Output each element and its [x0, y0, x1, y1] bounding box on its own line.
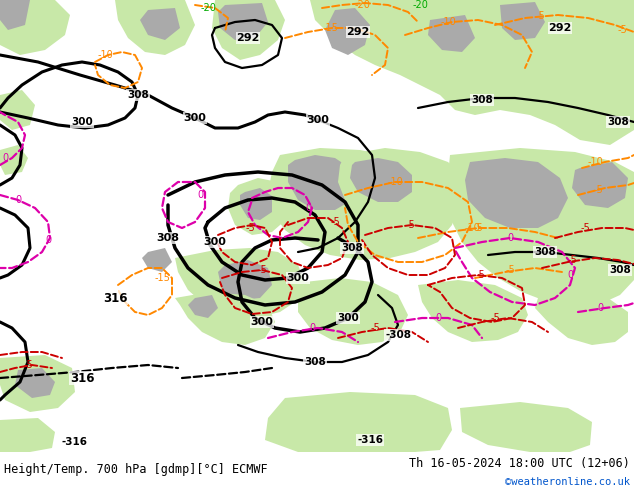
Polygon shape — [428, 15, 475, 52]
Text: 0: 0 — [197, 190, 203, 200]
Text: ©weatheronline.co.uk: ©weatheronline.co.uk — [505, 477, 630, 488]
Polygon shape — [0, 0, 70, 55]
Text: -20: -20 — [354, 0, 370, 10]
Text: 308: 308 — [534, 247, 556, 257]
Text: 308: 308 — [127, 90, 149, 100]
Text: -15: -15 — [154, 273, 170, 283]
Text: 292: 292 — [346, 27, 370, 37]
Polygon shape — [175, 248, 305, 318]
Text: -5: -5 — [505, 265, 515, 275]
Text: 300: 300 — [337, 313, 359, 323]
Polygon shape — [240, 188, 272, 220]
Text: 300: 300 — [287, 273, 309, 283]
Polygon shape — [325, 8, 370, 55]
Polygon shape — [175, 292, 275, 345]
Text: 316: 316 — [70, 371, 94, 385]
Text: 292: 292 — [236, 33, 260, 43]
Polygon shape — [188, 295, 218, 318]
Text: -10: -10 — [587, 157, 603, 167]
Text: -5: -5 — [490, 313, 500, 323]
Bar — [0, 452, 634, 490]
Text: -5: -5 — [580, 223, 590, 233]
Text: 0: 0 — [435, 313, 441, 323]
Polygon shape — [212, 0, 285, 60]
Text: 308: 308 — [607, 117, 629, 127]
Polygon shape — [0, 0, 30, 30]
Polygon shape — [465, 158, 568, 228]
Polygon shape — [500, 2, 545, 40]
Text: 292: 292 — [548, 23, 572, 33]
Polygon shape — [0, 418, 55, 452]
Text: -5: -5 — [405, 220, 415, 230]
Text: -5: -5 — [567, 255, 577, 265]
Text: 0: 0 — [15, 195, 21, 205]
Polygon shape — [115, 0, 195, 55]
Polygon shape — [0, 90, 35, 130]
Text: 0: 0 — [507, 233, 513, 243]
Text: 300: 300 — [250, 317, 273, 327]
Polygon shape — [218, 3, 268, 40]
Polygon shape — [372, 158, 422, 200]
Text: 0: 0 — [2, 153, 8, 163]
Text: Height/Temp. 700 hPa [gdmp][°C] ECMWF: Height/Temp. 700 hPa [gdmp][°C] ECMWF — [4, 463, 268, 476]
Polygon shape — [572, 162, 628, 208]
Text: -10: -10 — [97, 50, 113, 60]
Polygon shape — [338, 148, 468, 228]
Text: 300: 300 — [184, 113, 207, 123]
Text: 308: 308 — [609, 265, 631, 275]
Text: -20: -20 — [412, 0, 428, 10]
Text: -5: -5 — [245, 223, 255, 233]
Polygon shape — [0, 355, 75, 412]
Polygon shape — [140, 8, 180, 40]
Polygon shape — [310, 0, 634, 145]
Polygon shape — [228, 178, 290, 235]
Text: -5: -5 — [473, 223, 483, 233]
Text: 0: 0 — [45, 235, 51, 245]
Polygon shape — [350, 158, 412, 202]
Polygon shape — [298, 278, 408, 345]
Polygon shape — [268, 148, 458, 260]
Text: -10: -10 — [464, 223, 480, 233]
Text: 0: 0 — [309, 323, 315, 333]
Text: 0: 0 — [567, 270, 573, 280]
Text: 308: 308 — [304, 357, 326, 367]
Text: 308: 308 — [471, 95, 493, 105]
Text: -316: -316 — [62, 437, 88, 447]
Polygon shape — [0, 145, 28, 175]
Text: 0: 0 — [305, 203, 311, 213]
Polygon shape — [218, 260, 272, 300]
Text: -5: -5 — [535, 11, 545, 21]
Text: -316: -316 — [357, 435, 383, 445]
Polygon shape — [460, 402, 592, 452]
Polygon shape — [288, 155, 358, 210]
Text: -10: -10 — [387, 177, 403, 187]
Text: -5: -5 — [370, 323, 380, 333]
Text: 308: 308 — [341, 243, 363, 253]
Text: -15: -15 — [322, 23, 338, 33]
Text: 300: 300 — [204, 237, 226, 247]
Text: -5: -5 — [257, 265, 267, 275]
Text: -10: -10 — [440, 17, 456, 27]
Text: -308: -308 — [385, 330, 411, 340]
Text: 300: 300 — [307, 115, 330, 125]
Text: 316: 316 — [103, 292, 127, 304]
Text: Th 16-05-2024 18:00 UTC (12+06): Th 16-05-2024 18:00 UTC (12+06) — [409, 457, 630, 470]
Text: -20: -20 — [200, 3, 216, 13]
Text: -5: -5 — [475, 270, 485, 280]
Polygon shape — [535, 292, 628, 345]
Polygon shape — [15, 368, 55, 398]
Polygon shape — [418, 280, 528, 342]
Text: -5: -5 — [593, 185, 603, 195]
Text: 308: 308 — [157, 233, 179, 243]
Text: -5: -5 — [330, 217, 340, 227]
Polygon shape — [265, 392, 452, 452]
Text: 0: 0 — [597, 303, 603, 313]
Polygon shape — [448, 148, 634, 308]
Text: -5: -5 — [617, 25, 627, 35]
Polygon shape — [142, 248, 172, 272]
Text: -5: -5 — [23, 360, 33, 370]
Text: 300: 300 — [71, 117, 93, 127]
